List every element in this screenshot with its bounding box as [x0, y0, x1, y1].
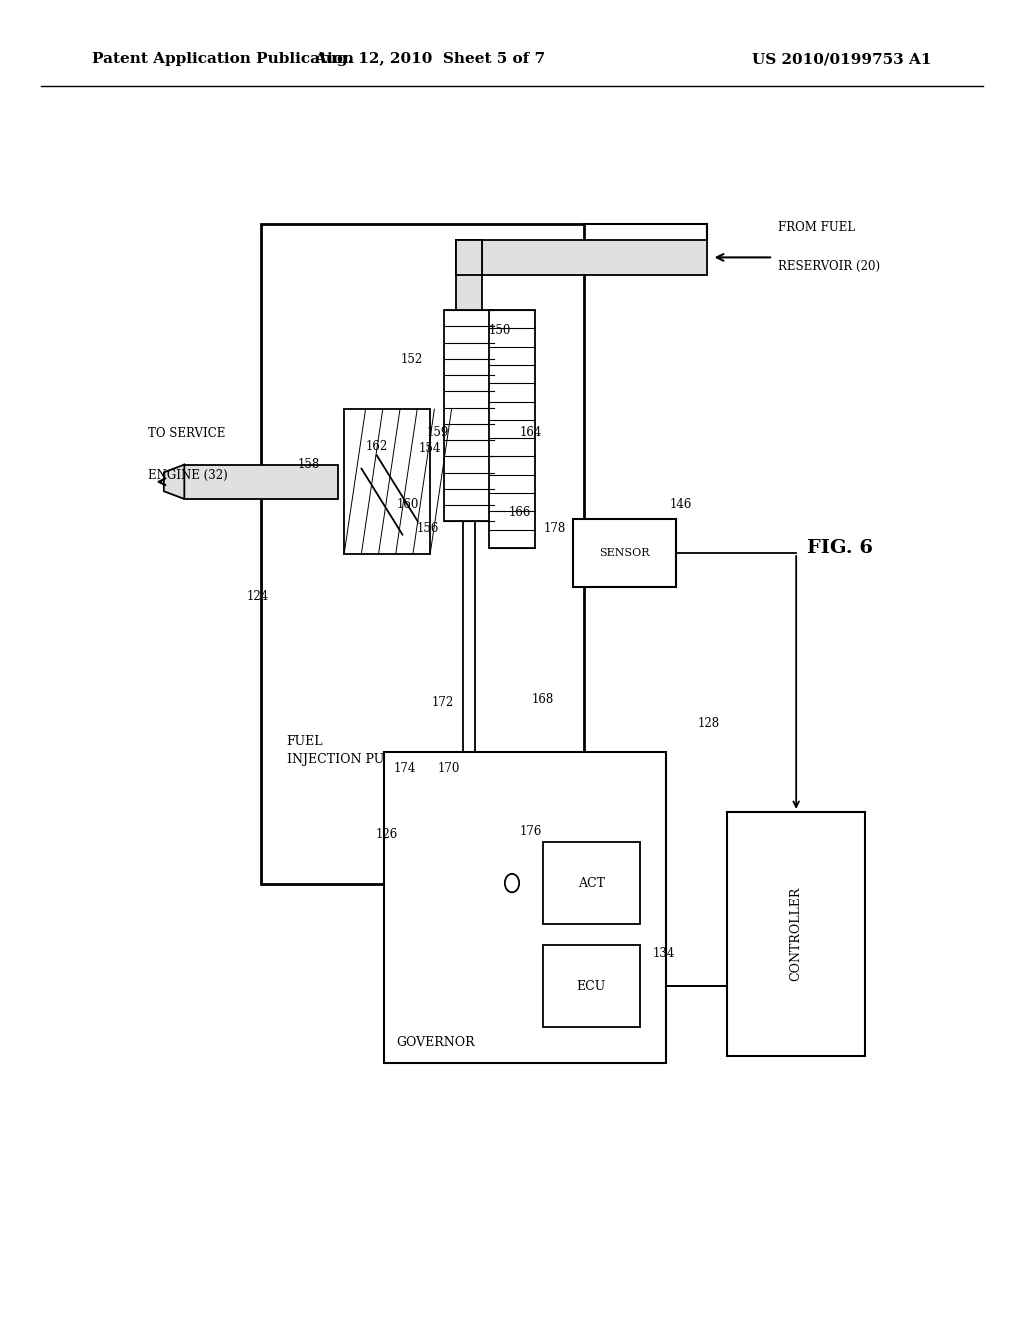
Text: 146: 146 — [670, 498, 692, 511]
Text: RESERVOIR (20): RESERVOIR (20) — [778, 260, 881, 273]
Text: 150: 150 — [488, 323, 511, 337]
Text: ACT: ACT — [578, 876, 605, 890]
Text: 162: 162 — [366, 440, 388, 453]
Bar — [456, 240, 707, 275]
Text: 124: 124 — [247, 590, 269, 603]
Text: 159: 159 — [427, 426, 450, 440]
Text: 134: 134 — [652, 946, 675, 960]
Text: TO SERVICE: TO SERVICE — [148, 426, 226, 440]
Text: 174: 174 — [393, 762, 416, 775]
Text: ENGINE (32): ENGINE (32) — [148, 469, 228, 482]
Bar — [727, 812, 865, 1056]
Text: 158: 158 — [298, 458, 321, 471]
Text: FROM FUEL: FROM FUEL — [778, 220, 855, 234]
Text: GOVERNOR: GOVERNOR — [396, 1036, 475, 1049]
Text: 178: 178 — [544, 521, 566, 535]
Text: 170: 170 — [437, 762, 460, 775]
Bar — [456, 240, 482, 275]
Text: US 2010/0199753 A1: US 2010/0199753 A1 — [753, 53, 932, 66]
Text: 172: 172 — [431, 696, 454, 709]
Text: 128: 128 — [697, 717, 720, 730]
Text: Patent Application Publication: Patent Application Publication — [92, 53, 354, 66]
Bar — [444, 310, 494, 521]
Text: CONTROLLER: CONTROLLER — [790, 887, 803, 981]
Bar — [489, 310, 535, 548]
Text: FIG. 6: FIG. 6 — [807, 539, 872, 557]
Text: SENSOR: SENSOR — [599, 548, 650, 558]
Text: 126: 126 — [376, 828, 398, 841]
Text: 164: 164 — [519, 426, 542, 440]
Polygon shape — [164, 465, 184, 499]
Bar — [573, 519, 676, 587]
Bar — [384, 752, 666, 1063]
Bar — [543, 945, 640, 1027]
Circle shape — [505, 874, 519, 892]
Text: FUEL
INJECTION PUMP: FUEL INJECTION PUMP — [287, 735, 406, 766]
Bar — [261, 224, 584, 884]
Text: 152: 152 — [400, 352, 423, 366]
Text: 176: 176 — [519, 825, 542, 838]
Text: 168: 168 — [531, 693, 554, 706]
Bar — [543, 842, 640, 924]
Bar — [463, 521, 475, 752]
Text: Aug. 12, 2010  Sheet 5 of 7: Aug. 12, 2010 Sheet 5 of 7 — [314, 53, 546, 66]
Text: 166: 166 — [509, 506, 531, 519]
Text: 154: 154 — [419, 442, 441, 455]
Bar — [344, 409, 430, 554]
Text: 156: 156 — [417, 521, 439, 535]
Bar — [184, 465, 338, 499]
Text: 160: 160 — [396, 498, 419, 511]
Text: ECU: ECU — [577, 979, 606, 993]
Bar — [456, 240, 482, 317]
